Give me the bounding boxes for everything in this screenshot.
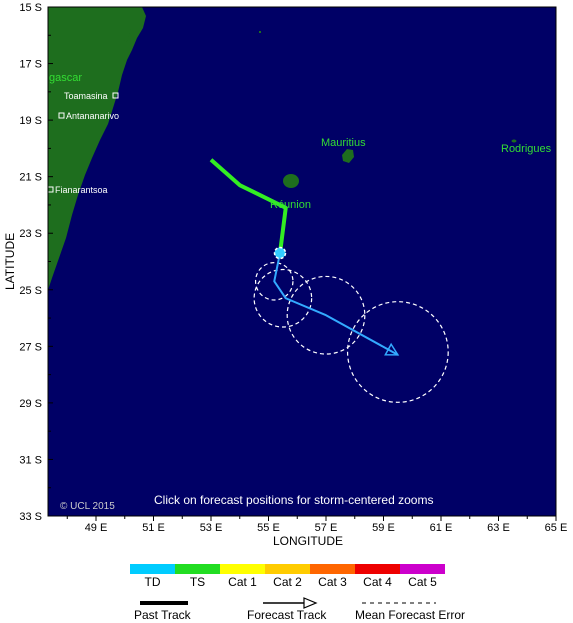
legend-swatch [400, 564, 445, 574]
lat-tick-label: 27 S [19, 341, 42, 353]
madagascar-label: gascar [49, 72, 82, 84]
legend-swatch [220, 564, 265, 574]
legend-category-label: Cat 2 [273, 575, 302, 589]
lat-tick-label: 21 S [19, 172, 42, 184]
mean-error-legend-label: Mean Forecast Error [355, 608, 465, 622]
legend-category-label: Cat 4 [363, 575, 392, 589]
reunion-label: Réunion [270, 199, 311, 211]
error-circle[interactable] [346, 301, 449, 403]
error-circle[interactable] [253, 268, 313, 328]
legend-swatch [130, 564, 175, 574]
lat-tick-label: 25 S [19, 285, 42, 297]
legend-category-label: TS [190, 575, 205, 589]
x-axis-title: LONGITUDE [273, 534, 343, 548]
past-track-legend-label: Past Track [134, 608, 192, 622]
toamasina-marker [112, 92, 119, 99]
y-axis-title: LATITUDE [3, 233, 17, 290]
madagascar-landmass [48, 7, 146, 290]
fianarantsoa-marker [48, 186, 54, 193]
rodrigues-label: Rodrigues [501, 143, 552, 155]
lat-tick-label: 15 S [19, 2, 42, 14]
past-track-line [209, 158, 288, 254]
lon-tick-label: 61 E [430, 522, 453, 534]
mauritius-island [342, 149, 354, 163]
antananarivo-marker [58, 112, 65, 119]
lat-tick-label: 19 S [19, 115, 42, 127]
lon-tick-label: 59 E [372, 522, 395, 534]
ocean-background [48, 7, 556, 516]
forecast-error-circles [253, 262, 449, 403]
forecast-arrowhead [384, 342, 400, 356]
legend-category-label: Cat 1 [228, 575, 257, 589]
lat-tick-label: 23 S [19, 228, 42, 240]
lon-tick-label: 55 E [257, 522, 280, 534]
current-storm-position[interactable] [273, 246, 287, 260]
error-circle[interactable] [286, 275, 366, 355]
rodrigues-island [511, 139, 517, 143]
lon-tick-label: 53 E [200, 522, 223, 534]
toamasina-label: Toamasina [64, 91, 108, 101]
islet [259, 31, 261, 33]
forecast-track-legend-arrow [303, 597, 318, 609]
legend-category-label: Cat 3 [318, 575, 347, 589]
lon-tick-label: 63 E [487, 522, 510, 534]
sainte-marie-island [124, 18, 131, 42]
legend-swatch [175, 564, 220, 574]
lat-tick-label: 31 S [19, 454, 42, 466]
lat-tick-label: 29 S [19, 398, 42, 410]
lon-tick-label: 57 E [315, 522, 338, 534]
category-legend: TD TS Cat 1 Cat 2 Cat 3 Cat 4 Cat 5 [130, 564, 445, 589]
forecast-track-line[interactable] [273, 252, 399, 356]
legend-category-label: Cat 5 [408, 575, 437, 589]
antananarivo-label: Antananarivo [66, 111, 119, 121]
mauritius-label: Mauritius [321, 137, 366, 149]
lon-tick-label: 51 E [142, 522, 165, 534]
fianarantsoa-label: Fianarantsoa [55, 185, 108, 195]
forecast-track-legend-label: Forecast Track [247, 608, 327, 622]
lon-tick-label: 49 E [85, 522, 108, 534]
legend-swatch [310, 564, 355, 574]
lat-tick-label: 17 S [19, 59, 42, 71]
reunion-island [283, 174, 299, 188]
lat-tick-label: 33 S [19, 511, 42, 523]
latitude-axis: 15 S 17 S 19 S 21 S 23 S 25 S 27 S 29 S 31 S 33 S [19, 2, 53, 523]
error-circle[interactable] [254, 262, 294, 301]
legend-swatch [265, 564, 310, 574]
legend-category-label: TD [145, 575, 161, 589]
longitude-axis: 49 E 51 E 53 E 55 E 57 E 59 E 61 E 63 E 65 E [66, 516, 568, 534]
legend-swatch [355, 564, 400, 574]
lon-tick-label: 65 E [545, 522, 568, 534]
copyright-text: © UCL 2015 [60, 501, 115, 512]
zoom-hint-text: Click on forecast positions for storm-ce… [154, 493, 433, 507]
